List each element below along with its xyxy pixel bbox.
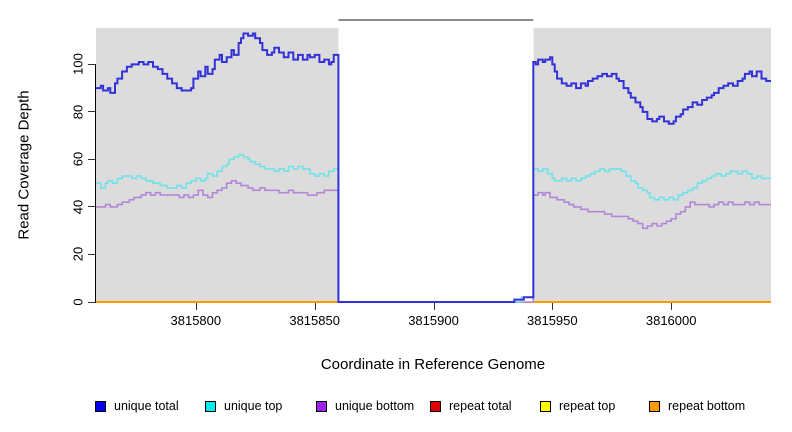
legend-swatch-icon (649, 400, 660, 412)
y-axis-line (95, 64, 96, 303)
legend-label: repeat top (559, 399, 616, 413)
x-tick-mark (314, 303, 316, 310)
x-tick-label: 3815900 (408, 313, 459, 328)
y-tick-label: 100 (70, 53, 86, 76)
legend-swatch-icon (430, 400, 441, 412)
legend-item-unique-total: unique total (95, 398, 179, 414)
y-tick-mark (88, 253, 95, 255)
series-unique-total (96, 32, 771, 303)
gap-region (338, 19, 534, 302)
plot-area (96, 19, 771, 303)
x-tick-mark (552, 303, 554, 310)
x-tick-mark (433, 303, 435, 310)
series-unique-bottom (96, 180, 771, 303)
legend-swatch-icon (95, 400, 106, 412)
legend-label: unique total (114, 399, 179, 413)
y-tick-mark (88, 63, 95, 65)
x-tick-mark (195, 303, 197, 310)
x-tick-label: 3815800 (170, 313, 222, 328)
x-tick-label: 3815850 (289, 313, 340, 328)
legend-item-unique-top: unique top (205, 398, 282, 414)
y-tick-label: 0 (70, 298, 86, 306)
x-tick-mark (671, 303, 673, 310)
legend-item-unique-bottom: unique bottom (316, 398, 414, 414)
legend-swatch-icon (540, 400, 551, 412)
legend-item-repeat-top: repeat top (540, 398, 615, 414)
legend: unique total unique top unique bottom repea… (0, 398, 792, 418)
y-axis-title: Read Coverage Depth (15, 90, 33, 240)
y-tick-label: 40 (70, 199, 86, 215)
y-tick-label: 80 (70, 104, 86, 120)
series-unique-top (96, 153, 771, 303)
coverage-chart (96, 19, 771, 303)
legend-swatch-icon (205, 400, 216, 412)
y-tick-label: 20 (70, 247, 86, 262)
y-tick-mark (88, 206, 95, 208)
legend-item-repeat-total: repeat total (430, 398, 512, 414)
x-axis-title: Coordinate in Reference Genome (320, 356, 546, 373)
legend-item-repeat-bottom: repeat bottom (649, 398, 745, 414)
x-tick-label: 3815950 (527, 313, 578, 328)
legend-swatch-icon (316, 400, 327, 412)
legend-label: repeat bottom (668, 399, 746, 413)
y-tick-label: 60 (70, 152, 86, 167)
y-tick-mark (88, 158, 95, 160)
x-tick-label: 3816000 (645, 313, 697, 328)
legend-label: unique bottom (335, 399, 415, 413)
y-tick-mark (88, 111, 95, 113)
legend-label: repeat total (449, 399, 512, 413)
gap-region-top-border (338, 19, 534, 21)
legend-label: unique top (224, 399, 283, 413)
y-tick-mark (88, 301, 95, 303)
